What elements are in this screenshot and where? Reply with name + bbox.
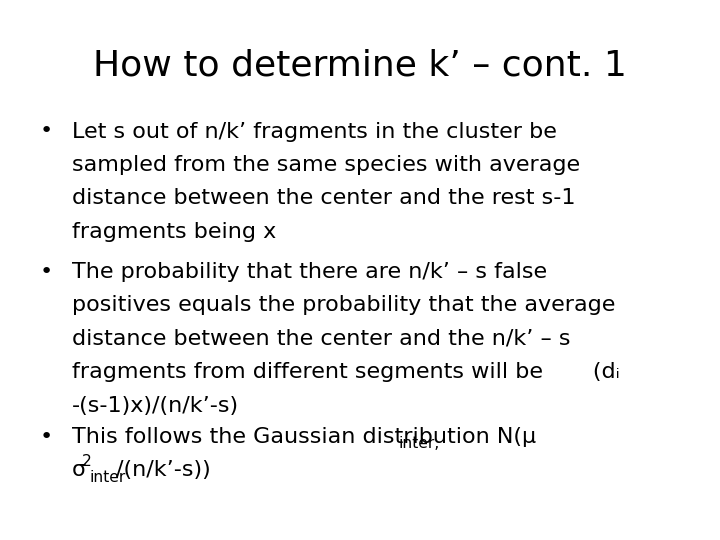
- Text: •: •: [40, 262, 53, 282]
- Text: 2: 2: [82, 454, 92, 469]
- Text: -(s-1)x)/(n/k’-s): -(s-1)x)/(n/k’-s): [72, 396, 239, 416]
- Text: •: •: [40, 122, 53, 141]
- Text: inter: inter: [89, 470, 125, 485]
- Text: inter,: inter,: [399, 436, 440, 451]
- Text: σ: σ: [72, 460, 86, 480]
- Text: •: •: [40, 427, 53, 447]
- Text: distance between the center and the rest s-1: distance between the center and the rest…: [72, 188, 575, 208]
- Text: Let s out of n/k’ fragments in the cluster be: Let s out of n/k’ fragments in the clust…: [72, 122, 557, 141]
- Text: distance between the center and the n/k’ – s: distance between the center and the n/k’…: [72, 329, 570, 349]
- Text: sampled from the same species with average: sampled from the same species with avera…: [72, 155, 580, 175]
- Text: How to determine k’ – cont. 1: How to determine k’ – cont. 1: [93, 49, 627, 83]
- Text: positives equals the probability that the average: positives equals the probability that th…: [72, 295, 616, 315]
- Text: /(n/k’-s)): /(n/k’-s)): [117, 460, 211, 480]
- Text: The probability that there are n/k’ – s false: The probability that there are n/k’ – s …: [72, 262, 547, 282]
- Text: This follows the Gaussian distribution N(μ: This follows the Gaussian distribution N…: [72, 427, 536, 447]
- Text: fragments being x: fragments being x: [72, 222, 276, 242]
- Text: fragments from different segments will be       (dᵢ: fragments from different segments will b…: [72, 362, 620, 382]
